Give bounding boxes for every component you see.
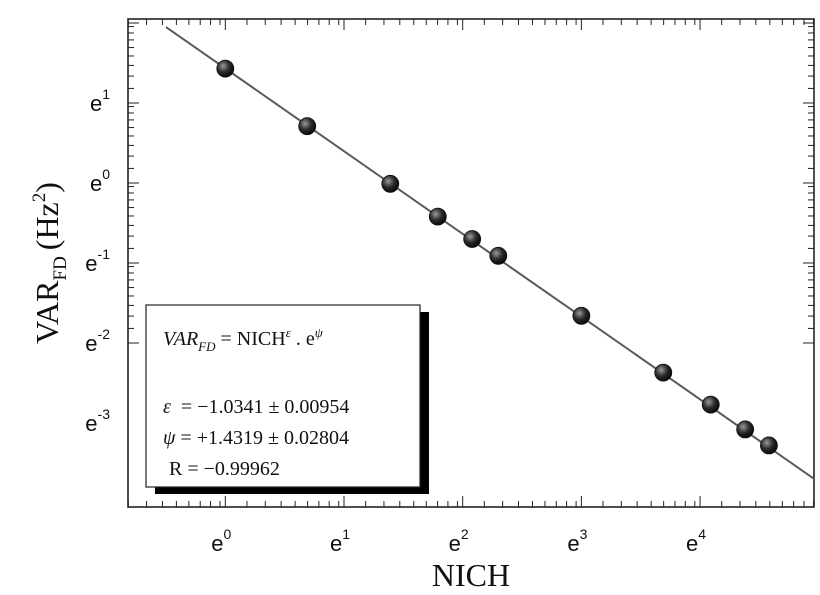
x-tick-label: e0: [211, 526, 231, 556]
y-tick-label: e-3: [85, 406, 110, 436]
data-point: [759, 436, 778, 455]
data-point: [298, 117, 317, 136]
x-axis-label: NICH: [432, 557, 510, 593]
data-point: [463, 230, 482, 248]
data-point: [216, 59, 235, 78]
legend-epsilon: ε = −1.0341 ± 0.00954: [163, 396, 349, 418]
y-tick-label: e-1: [85, 246, 110, 276]
x-tick-label: e4: [686, 526, 706, 556]
data-point: [381, 174, 400, 193]
plot-frame: [127, 18, 815, 508]
legend-psi: ψ = +1.4319 ± 0.02804: [163, 427, 349, 449]
data-point: [489, 246, 508, 265]
data-point: [654, 363, 673, 382]
data-point: [428, 207, 447, 226]
data-point: [701, 395, 720, 414]
legend-r: R = −0.99962: [169, 458, 280, 480]
x-tick-label: e3: [567, 526, 587, 556]
y-tick-label: e0: [90, 166, 110, 196]
data-point: [736, 420, 755, 439]
x-tick-labels: e0 e1 e2 e3 e4: [211, 526, 706, 556]
axis-ticks: [127, 19, 814, 507]
x-tick-label: e1: [330, 526, 350, 556]
data-point: [572, 306, 591, 325]
y-axis-label: VARFD(Hz2): [29, 182, 71, 344]
y-tick-label: e-2: [85, 326, 110, 356]
x-tick-label: e2: [449, 526, 469, 556]
legend-box: [145, 304, 421, 488]
y-tick-labels: e1 e0 e-1 e-2 e-3: [85, 86, 110, 436]
y-tick-label: e1: [90, 86, 110, 116]
legend-equation: VARFD = NICHε . eψ: [163, 325, 324, 354]
data-points: [216, 59, 778, 455]
fit-legend: VARFD = NICHε . eψ ε = −1.0341 ± 0.00954…: [145, 304, 429, 494]
